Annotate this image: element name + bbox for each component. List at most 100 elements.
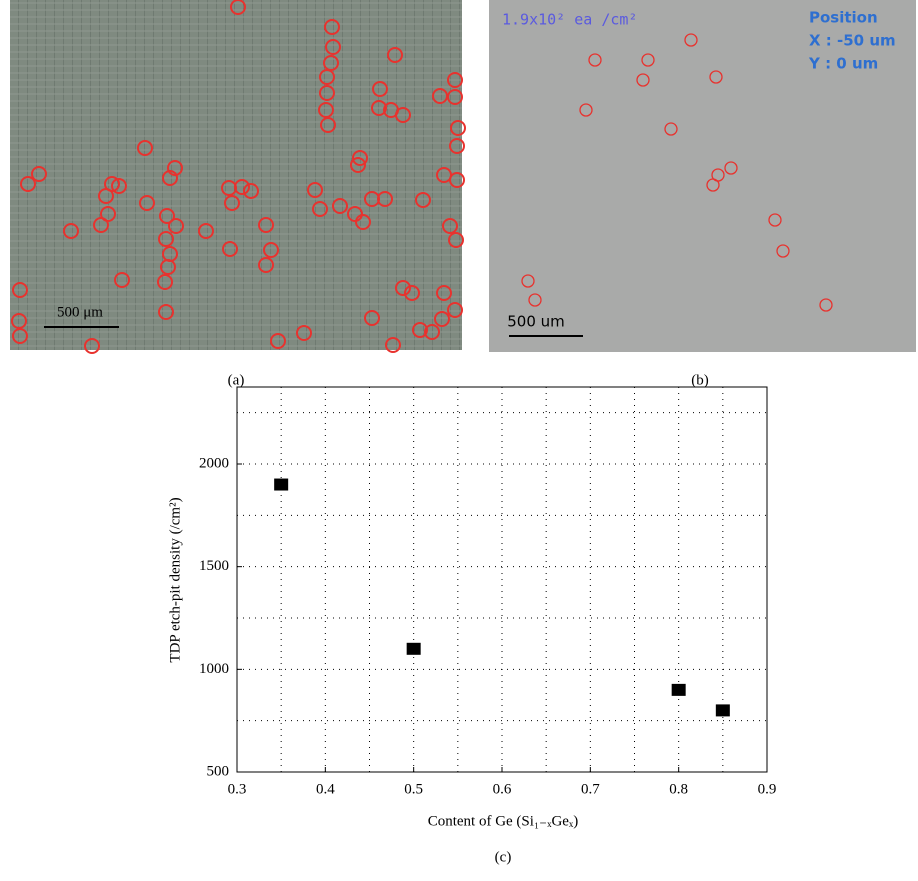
pit-marker [12,328,28,344]
pit-marker [243,183,259,199]
pit-marker [312,201,328,217]
caption: (c) [495,849,512,865]
pit-marker [162,170,178,186]
pit-marker [319,85,335,101]
pit-marker [198,223,214,239]
pit-marker [364,310,380,326]
pit-marker [636,73,650,87]
pit-marker [724,161,738,175]
x-tick-label: 0.8 [669,781,688,797]
pit-marker [424,324,440,340]
pit-marker [318,102,334,118]
x-tick-label: 0.9 [758,781,777,797]
pit-marker [415,192,431,208]
pit-marker [434,311,450,327]
x-axis-label: Content of Ge (Si₁₋ₓGeₓ) [428,813,579,829]
y-axis-label: TDP etch-pit density (/cm²) [167,497,183,662]
pit-marker [224,195,240,211]
pit-marker [371,100,387,116]
pit-marker [352,150,368,166]
pit-marker [347,206,363,222]
pit-marker [160,259,176,275]
caption: (b) [691,372,709,388]
pit-marker [395,107,411,123]
pit-marker [111,178,127,194]
point [274,478,289,491]
pit-marker [93,217,109,233]
pit-marker [270,333,286,349]
caption: (a) [228,372,245,388]
point [406,642,421,655]
pit-marker [528,293,542,307]
pit-marker [449,138,465,154]
scale-bar-label: 500 μm [57,304,103,320]
pit-marker [31,166,47,182]
x-tick-label: 0.5 [404,781,423,797]
pit-marker [447,89,463,105]
y-tick-label: 2000 [199,455,229,471]
pit-marker [377,191,393,207]
pit-marker [432,88,448,104]
pit-marker [222,241,238,257]
pit-marker [436,285,452,301]
pit-marker [84,338,100,354]
micrograph [489,0,916,352]
pit-marker [395,280,411,296]
y-tick-label: 1000 [199,661,229,677]
pit-marker [168,218,184,234]
pit-marker [768,213,782,227]
pit-marker [385,337,401,353]
position-x: X : -50 um [809,32,896,50]
pit-marker [167,160,183,176]
pit-marker [100,206,116,222]
pit-marker [447,302,463,318]
pit-marker [355,214,371,230]
pit-marker [323,55,339,71]
pit-marker [319,69,335,85]
pit-marker [449,172,465,188]
pit-marker [664,122,678,136]
panel-b: 1.9x10² ea /cm² Position X : -50 um Y : … [489,0,916,388]
pit-marker [579,103,593,117]
pit-marker [307,182,323,198]
pit-marker [324,19,340,35]
scale-bar-label: 500 um [507,313,565,331]
pit-marker [709,70,723,84]
position-y: Y : 0 um [808,55,878,73]
pit-marker [404,285,420,301]
pit-marker [442,218,458,234]
point [671,683,686,696]
pit-marker [819,298,833,312]
pit-marker [332,198,348,214]
panel-a: 500 μm (a) [10,0,466,388]
y-tick-label: 500 [207,763,230,779]
panel-c: (c) Content of Ge (Si₁₋ₓGeₓ) TDP etch-pi… [167,386,777,865]
pit-marker [641,53,655,67]
pit-marker [258,217,274,233]
pit-marker [98,188,114,204]
pit-marker [447,72,463,88]
pit-marker [387,47,403,63]
point [715,704,730,717]
pit-marker [137,140,153,156]
density-label: 1.9x10² ea /cm² [502,11,637,29]
position-title: Position [809,9,878,27]
pit-marker [258,257,274,273]
pit-marker [234,179,250,195]
pit-marker [706,178,720,192]
pit-marker [230,0,246,15]
pit-marker [63,223,79,239]
pit-marker [263,242,279,258]
x-tick-label: 0.7 [581,781,600,797]
pit-marker [776,244,790,258]
pit-marker [139,195,155,211]
pit-marker [158,304,174,320]
y-tick-label: 1500 [199,558,229,574]
pit-marker [350,157,366,173]
x-tick-label: 0.6 [493,781,512,797]
pit-marker [11,313,27,329]
pit-marker [450,120,466,136]
pit-marker [158,231,174,247]
pit-marker [20,176,36,192]
